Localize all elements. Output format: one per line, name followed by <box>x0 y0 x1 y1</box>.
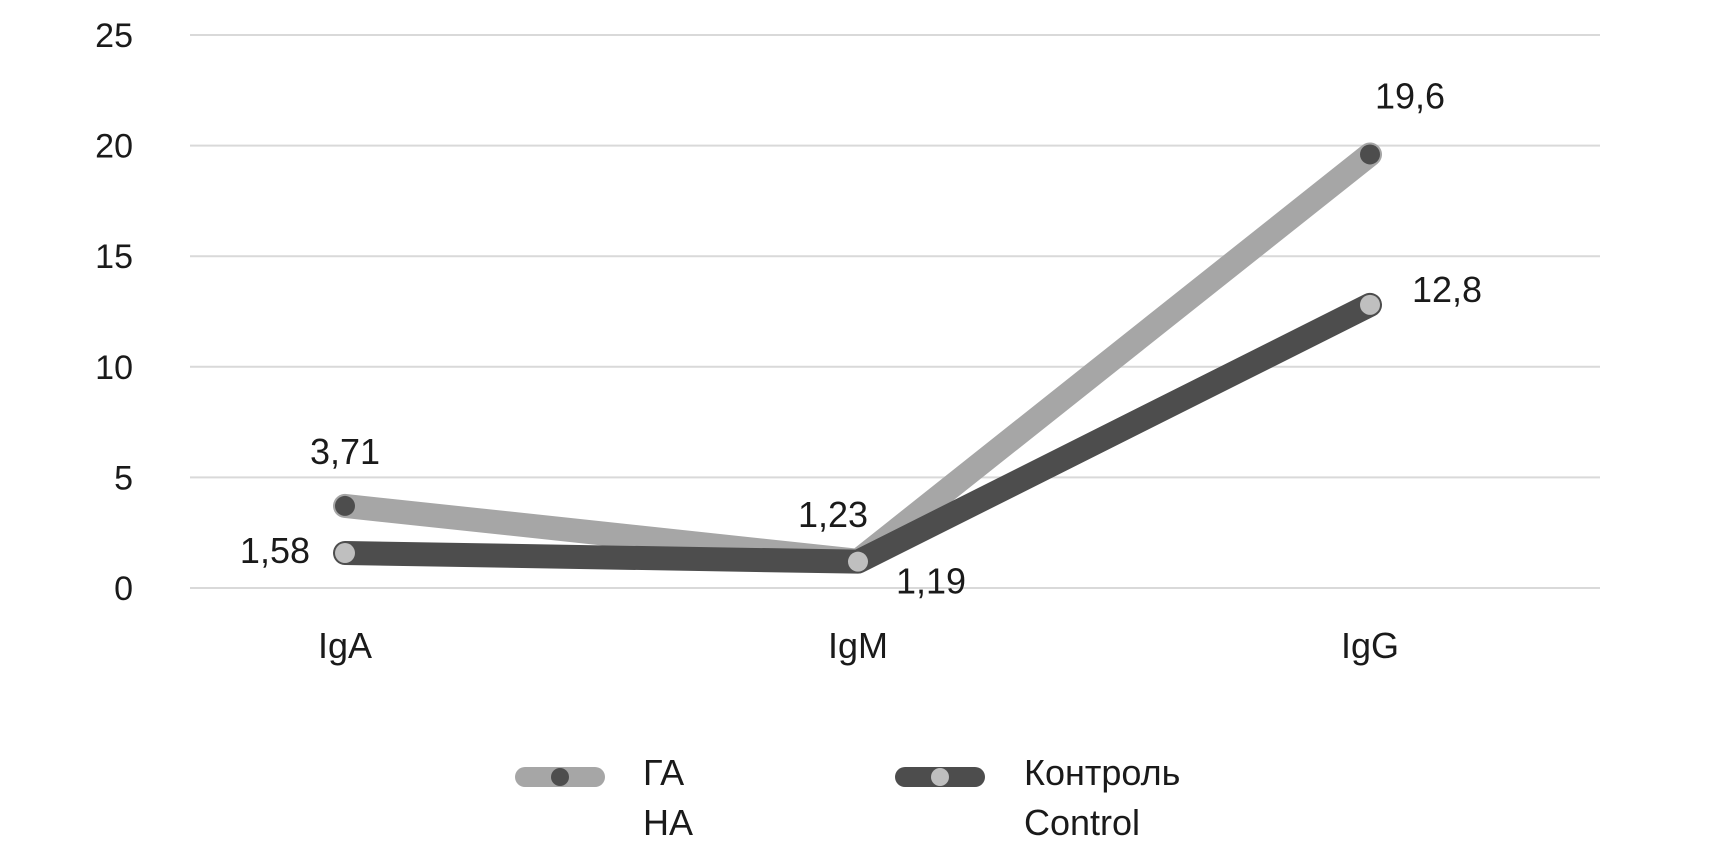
y-tick-label: 10 <box>95 349 133 387</box>
y-tick-label: 15 <box>95 238 133 276</box>
legend-swatch-marker <box>931 768 949 786</box>
legend-swatch-marker <box>551 768 569 786</box>
series-1-point-iga <box>335 495 355 516</box>
data-label-series-1-igm: 1,23 <box>798 494 868 535</box>
data-label-series-2-iga: 1,58 <box>240 530 310 571</box>
y-tick-label: 20 <box>95 128 133 166</box>
x-category-label: IgM <box>828 625 888 666</box>
data-label-series-2-igm: 1,19 <box>896 561 966 602</box>
legend: ГА HA Контроль Control <box>515 752 1180 843</box>
legend-label-english: Control <box>1024 802 1140 843</box>
legend-item-1: ГА HA <box>515 752 693 843</box>
series-lines <box>333 142 1382 574</box>
y-tick-label: 25 <box>95 17 133 55</box>
x-category-label: IgG <box>1341 625 1399 666</box>
y-tick-label: 0 <box>114 570 133 608</box>
y-axis-ticks: 0 5 10 15 20 25 <box>95 17 133 608</box>
data-label-series-2-igg: 12,8 <box>1412 269 1482 310</box>
series-1-point-igg <box>1360 144 1380 165</box>
series-2-point-iga <box>335 543 355 564</box>
x-category-label: IgA <box>318 625 372 666</box>
data-label-series-1-iga: 3,71 <box>310 431 380 472</box>
data-labels: 3,71 1,23 19,6 1,58 1,19 12,8 <box>240 75 1482 601</box>
data-label-series-1-igg: 19,6 <box>1375 75 1445 116</box>
x-axis-categories: IgA IgM IgG <box>318 625 1399 666</box>
legend-label: Контроль <box>1024 752 1180 793</box>
series-2-point-igg <box>1360 294 1380 315</box>
series-2-point-igm <box>848 551 868 572</box>
legend-label-english: HA <box>643 802 693 843</box>
y-tick-label: 5 <box>114 459 133 497</box>
gridlines <box>190 34 1600 589</box>
legend-label: ГА <box>643 752 684 793</box>
legend-item-2: Контроль Control <box>895 752 1180 843</box>
